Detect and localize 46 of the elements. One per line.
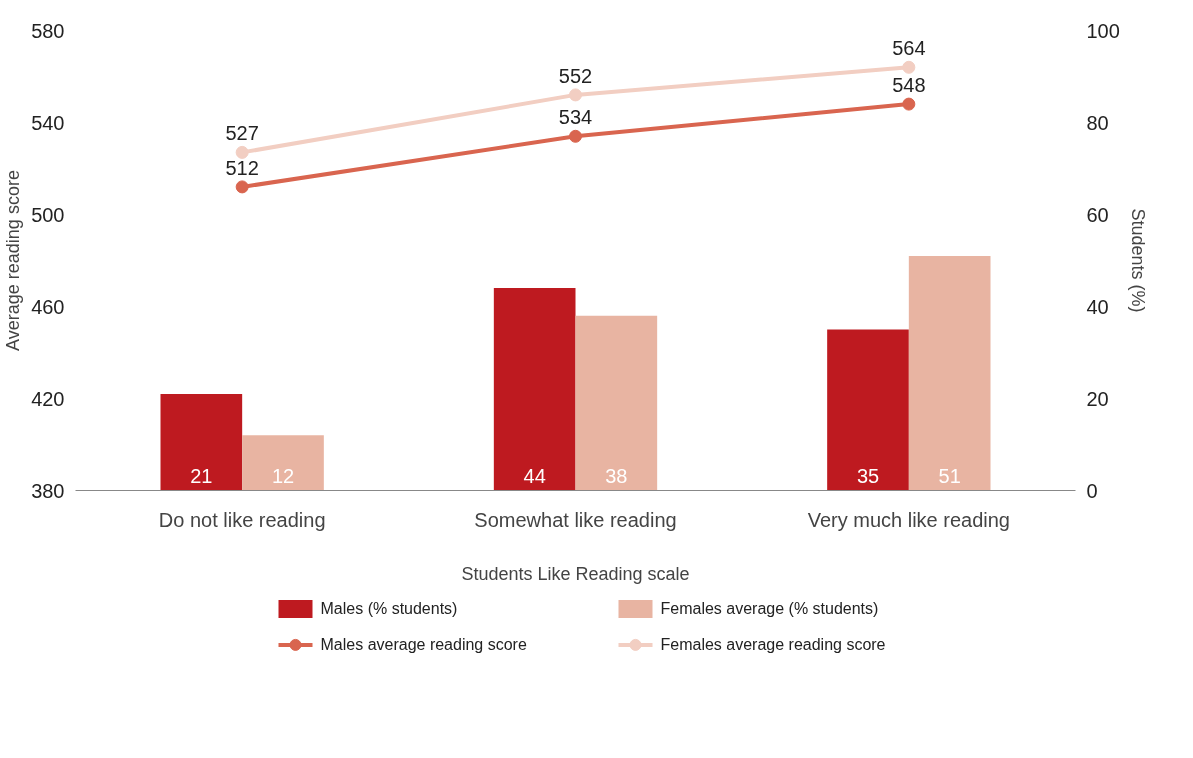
- point: [569, 88, 582, 102]
- legend-label: Males average reading score: [320, 636, 527, 654]
- y-tick-label: 540: [31, 111, 65, 134]
- point: [902, 60, 916, 74]
- point: [235, 145, 249, 159]
- legend-label: Females average (% students): [660, 600, 879, 618]
- y-tick-label: 580: [31, 19, 65, 42]
- data-label: 512: [225, 156, 259, 179]
- data-label: 35: [856, 464, 880, 487]
- bar: [242, 435, 324, 491]
- y-tick-label: 420: [31, 387, 65, 410]
- x-tick-label: Very much like reading: [807, 508, 1010, 531]
- y2-tick-label: 100: [1086, 19, 1120, 42]
- point: [902, 97, 916, 111]
- point: [235, 180, 249, 194]
- bar: [575, 315, 658, 491]
- y2-tick-label: 80: [1086, 111, 1109, 134]
- data-label: 548: [892, 74, 926, 97]
- data-label: 38: [605, 464, 628, 487]
- y2-tick-label: 40: [1086, 295, 1109, 318]
- bar: [827, 329, 909, 491]
- y2-axis-title: Students (%): [1127, 208, 1148, 313]
- point: [569, 129, 582, 143]
- y2-tick-label: 60: [1086, 203, 1109, 226]
- legend-label: Females average reading score: [660, 636, 886, 654]
- data-label: 21: [190, 464, 213, 487]
- data-label: 527: [225, 122, 259, 145]
- y-tick-label: 460: [31, 295, 65, 318]
- x-tick-label: Do not like reading: [158, 508, 326, 531]
- data-label: 44: [523, 464, 546, 487]
- y-tick-label: 500: [31, 203, 65, 226]
- y2-tick-label: 0: [1086, 479, 1098, 502]
- x-axis-title: Students Like Reading scale: [461, 563, 690, 584]
- data-label: 564: [892, 37, 926, 60]
- y2-tick-label: 20: [1086, 387, 1109, 410]
- bar: [160, 393, 243, 491]
- legend-label: Males (% students): [320, 600, 458, 618]
- data-label: 51: [938, 464, 961, 487]
- data-label: 12: [271, 464, 295, 487]
- data-label: 552: [558, 64, 593, 87]
- y-tick-label: 380: [31, 479, 65, 502]
- bar: [908, 255, 991, 491]
- bar: [493, 288, 576, 491]
- data-label: 534: [558, 106, 593, 129]
- x-tick-label: Somewhat like reading: [474, 508, 677, 531]
- y-axis-title: Average reading score: [3, 170, 24, 351]
